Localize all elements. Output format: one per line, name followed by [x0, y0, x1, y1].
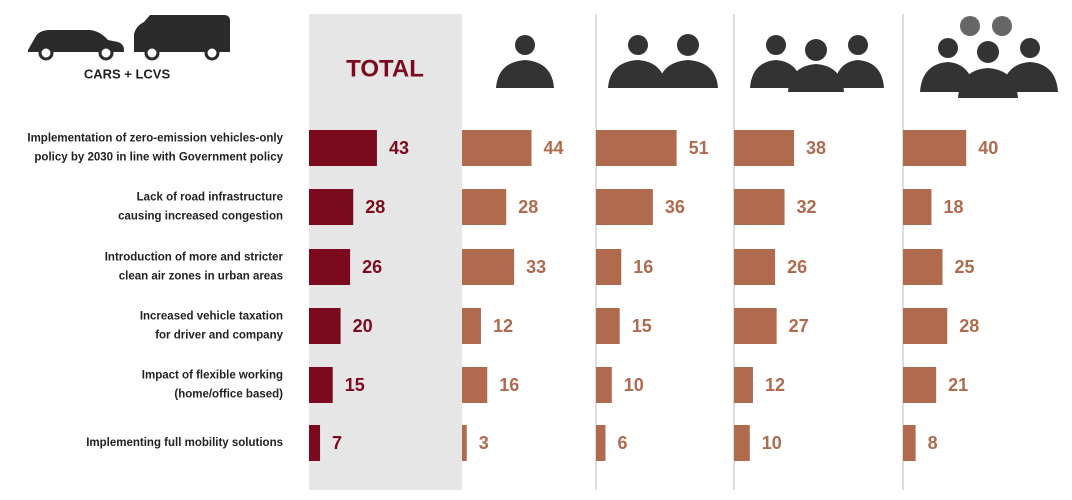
bar — [903, 249, 943, 285]
vehicle-icons — [28, 15, 230, 61]
value-label: 15 — [632, 316, 652, 336]
bar — [309, 425, 321, 461]
value-label: 10 — [762, 433, 782, 453]
value-label: 6 — [617, 433, 627, 453]
bar — [462, 130, 532, 166]
bar — [309, 189, 354, 225]
value-label: 28 — [959, 316, 979, 336]
bar — [903, 367, 937, 403]
value-label: 12 — [493, 316, 513, 336]
person-icons — [496, 16, 1058, 98]
value-label: 10 — [624, 375, 644, 395]
bar — [462, 308, 481, 344]
category-label: Implementation of zero-emission vehicles… — [27, 133, 283, 145]
bar — [462, 425, 467, 461]
value-label: 26 — [362, 257, 382, 277]
value-label: 28 — [518, 197, 538, 217]
value-label: 3 — [479, 433, 489, 453]
value-label: 18 — [943, 197, 963, 217]
bar — [903, 425, 916, 461]
bar — [734, 308, 777, 344]
bar — [596, 308, 620, 344]
value-label: 12 — [765, 375, 785, 395]
value-label: 36 — [665, 197, 685, 217]
value-label: 44 — [544, 138, 564, 158]
value-label: 38 — [806, 138, 826, 158]
category-label: Increased vehicle taxation — [140, 311, 283, 323]
series-header: TOTAL — [346, 55, 424, 82]
value-label: 33 — [526, 257, 546, 277]
bar — [462, 249, 515, 285]
value-label: 15 — [345, 375, 365, 395]
bar — [309, 308, 341, 344]
value-label: 43 — [389, 138, 409, 158]
bar — [309, 249, 351, 285]
value-label: 28 — [365, 197, 385, 217]
category-label: for driver and company — [155, 330, 283, 342]
value-label: 20 — [353, 316, 373, 336]
bar — [734, 189, 785, 225]
bar — [903, 189, 932, 225]
bar — [903, 130, 967, 166]
value-label: 26 — [787, 257, 807, 277]
bar — [309, 130, 377, 166]
category-label: Impact of flexible working — [142, 370, 283, 382]
bar — [903, 308, 948, 344]
bar — [596, 249, 622, 285]
value-label: 51 — [689, 138, 709, 158]
category-label: clean air zones in urban areas — [119, 271, 283, 283]
bar — [734, 367, 753, 403]
value-label: 40 — [978, 138, 998, 158]
subtitle: CARS + LCVS — [84, 66, 171, 81]
bar — [734, 130, 795, 166]
value-label: 16 — [499, 375, 519, 395]
category-label: causing increased congestion — [118, 211, 283, 223]
bar — [596, 130, 677, 166]
bar — [596, 367, 612, 403]
category-label: Lack of road infrastructure — [137, 192, 283, 204]
category-label: Introduction of more and stricter — [105, 252, 284, 264]
category-label: policy by 2030 in line with Government p… — [34, 152, 283, 164]
bar — [462, 189, 507, 225]
bar — [462, 367, 488, 403]
bar — [596, 425, 606, 461]
value-label: 27 — [789, 316, 809, 336]
value-label: 8 — [928, 433, 938, 453]
bar — [734, 425, 750, 461]
value-label: 16 — [633, 257, 653, 277]
category-label: (home/office based) — [174, 389, 283, 401]
value-label: 25 — [955, 257, 975, 277]
bar — [309, 367, 333, 403]
value-label: 7 — [332, 433, 342, 453]
value-label: 32 — [797, 197, 817, 217]
value-label: 21 — [948, 375, 968, 395]
bar — [734, 249, 776, 285]
bar — [596, 189, 653, 225]
category-label: Implementing full mobility solutions — [86, 437, 283, 449]
